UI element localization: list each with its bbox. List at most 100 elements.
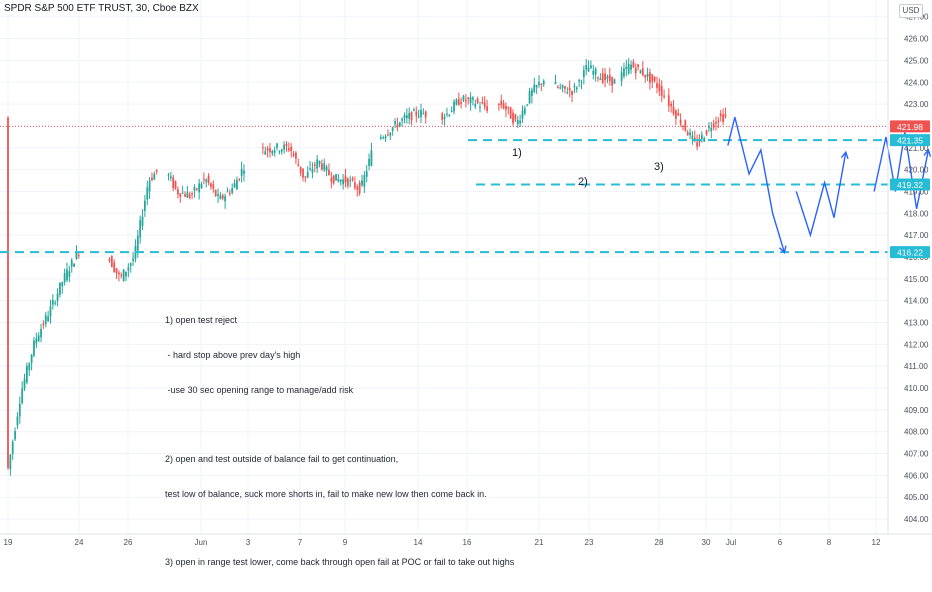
x-tick-label: Jun [195, 538, 208, 547]
candle-body [139, 220, 142, 238]
candle-body [285, 143, 288, 147]
candle-body [597, 77, 599, 79]
candle-body [672, 106, 675, 114]
candle-body [47, 316, 50, 322]
candle-body [578, 79, 581, 82]
candle-body [129, 263, 132, 266]
candle-body [571, 91, 573, 96]
candle-body [21, 388, 24, 404]
candle-body [205, 179, 208, 183]
level-label: 419.32 [897, 180, 923, 190]
candle-body [410, 111, 413, 121]
note-line: - hard stop above prev day's high [165, 349, 301, 360]
y-tick-label: 426.00 [904, 35, 929, 44]
candle-body [179, 193, 182, 198]
candle-body [651, 74, 654, 82]
candle-body [9, 454, 12, 470]
level-label-box [890, 178, 930, 191]
candle-body [667, 95, 670, 106]
candle-body [7, 117, 9, 468]
candle-body [474, 103, 477, 107]
candle-body [500, 101, 503, 106]
candle-body [417, 115, 420, 118]
symbol-title[interactable]: SPDR S&P 500 ETF TRUST, 30, Cboe BZX [4, 3, 199, 14]
candle-body [269, 148, 271, 153]
candle-body [677, 112, 680, 116]
candle-body [384, 136, 387, 139]
candle-body [110, 256, 113, 268]
x-tick-label: 6 [778, 538, 783, 547]
y-tick-label: 408.00 [904, 428, 929, 437]
candle-body [44, 315, 47, 325]
candle-body [389, 132, 392, 136]
candle-body [684, 120, 687, 131]
y-tick-label: 420.00 [904, 166, 929, 175]
price-axis[interactable]: 404.00 405.00 406.00 407.00 408.00 409.00 410.… [904, 13, 929, 524]
candle-body [313, 164, 316, 167]
candle-body [231, 187, 234, 193]
candle-body [391, 127, 394, 132]
candle-body [627, 63, 630, 74]
candle-body [153, 173, 156, 180]
candle-body [700, 134, 703, 139]
candle-body [66, 269, 68, 281]
candle-body [169, 176, 172, 179]
candle-body [224, 196, 227, 202]
note-line: test low of balance, suck more shorts in… [165, 488, 487, 499]
price-chart[interactable]: 1) 2) 3) 404.00 405.00 406.00 407.00 408.00 409… [0, 0, 932, 550]
candle-body [316, 159, 319, 169]
candle-body [325, 166, 328, 171]
candle-body [210, 183, 212, 187]
candle-body [304, 176, 307, 178]
candle-body [443, 116, 446, 119]
candle-body [462, 96, 465, 101]
candle-body [278, 151, 281, 153]
candle-body [507, 106, 510, 109]
candle-body [637, 64, 640, 67]
candle-body [221, 195, 224, 199]
candle-body [424, 111, 427, 118]
candle-body [113, 262, 116, 272]
candle-body [339, 179, 342, 182]
candle-body [594, 68, 597, 75]
x-tick-label: 26 [124, 538, 133, 547]
candle-body [195, 188, 198, 190]
candle-body [476, 98, 479, 103]
x-tick-label: 23 [585, 538, 594, 547]
time-axis[interactable]: 19 24 26 Jun 3 7 9 14 16 21 23 28 30 Jul 6 8 12 [4, 538, 881, 547]
candle-body [396, 124, 399, 128]
candle-body [349, 180, 352, 182]
y-tick-label: 425.00 [904, 56, 929, 65]
candle-body [382, 137, 385, 139]
candle-body [233, 183, 236, 188]
candle-body [408, 112, 411, 119]
candle-body [646, 73, 649, 77]
candle-body [68, 271, 71, 277]
candle-body [601, 73, 604, 83]
candle-body [344, 175, 347, 183]
candle-body [453, 101, 455, 112]
chart-area[interactable]: 1) 2) 3) 404.00 405.00 406.00 407.00 408.00 409… [0, 0, 932, 567]
candle-body [469, 97, 472, 104]
candle-body [611, 77, 614, 86]
candle-body [127, 267, 130, 271]
candle-body [573, 85, 576, 88]
candle-body [505, 105, 507, 110]
currency-badge[interactable]: USD [899, 4, 923, 18]
candle-body [639, 70, 642, 74]
candle-body [630, 64, 632, 70]
candle-body [342, 179, 345, 185]
candle-body [354, 182, 356, 188]
candle-body [575, 87, 578, 90]
scenario-arrowhead [840, 150, 849, 160]
y-tick-label: 412.00 [904, 340, 929, 349]
y-tick-label: 423.00 [904, 100, 929, 109]
candle-body [16, 416, 19, 426]
y-tick-label: 407.00 [904, 450, 929, 459]
candle-body [613, 79, 616, 84]
candle-body [519, 120, 522, 124]
candle-body [18, 403, 21, 417]
x-tick-label: 21 [535, 538, 544, 547]
candle-body [42, 323, 45, 326]
candle-body [516, 120, 519, 125]
